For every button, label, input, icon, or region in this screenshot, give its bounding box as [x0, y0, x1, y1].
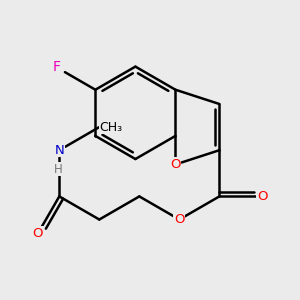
Text: H: H: [53, 163, 62, 176]
Text: O: O: [170, 158, 181, 171]
Text: O: O: [257, 190, 267, 203]
Text: O: O: [174, 213, 184, 226]
Text: N: N: [54, 144, 64, 157]
Text: CH₃: CH₃: [99, 121, 122, 134]
Text: O: O: [33, 227, 43, 240]
Text: F: F: [52, 60, 60, 74]
